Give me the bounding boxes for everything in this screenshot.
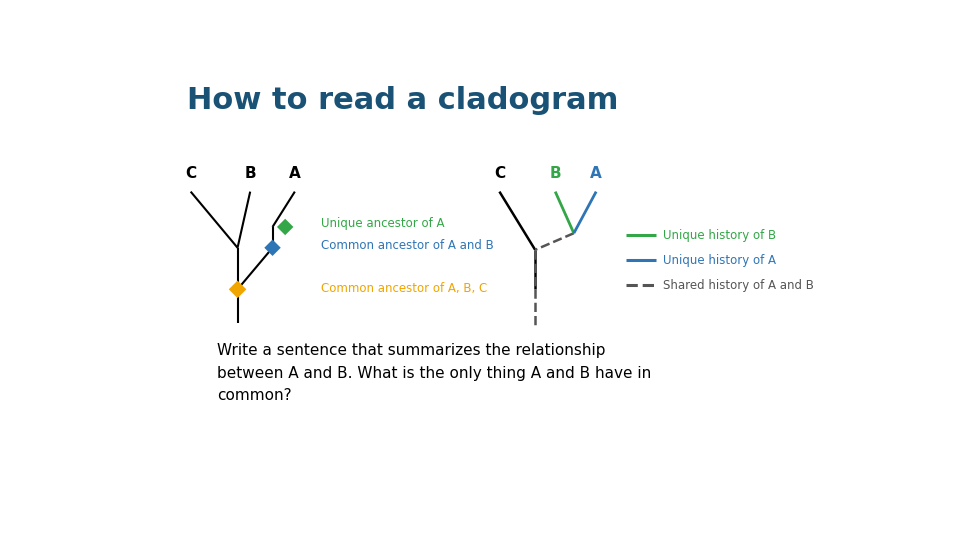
Text: A: A [590, 166, 602, 181]
Text: Shared history of A and B: Shared history of A and B [663, 279, 814, 292]
Text: B: B [245, 166, 256, 181]
Text: C: C [493, 166, 505, 181]
Point [265, 244, 280, 252]
Text: How to read a cladogram: How to read a cladogram [187, 85, 618, 114]
Text: C: C [185, 166, 196, 181]
Point [277, 222, 293, 231]
Text: Unique ancestor of A: Unique ancestor of A [321, 217, 444, 230]
Text: B: B [549, 166, 561, 181]
Text: Common ancestor of A, B, C: Common ancestor of A, B, C [321, 281, 487, 295]
Text: Common ancestor of A and B: Common ancestor of A and B [321, 239, 493, 252]
Text: Unique history of A: Unique history of A [663, 254, 776, 267]
Text: Unique history of B: Unique history of B [663, 229, 777, 242]
Text: Write a sentence that summarizes the relationship
between A and B. What is the o: Write a sentence that summarizes the rel… [217, 343, 651, 403]
Text: A: A [289, 166, 300, 181]
Point [229, 285, 245, 294]
